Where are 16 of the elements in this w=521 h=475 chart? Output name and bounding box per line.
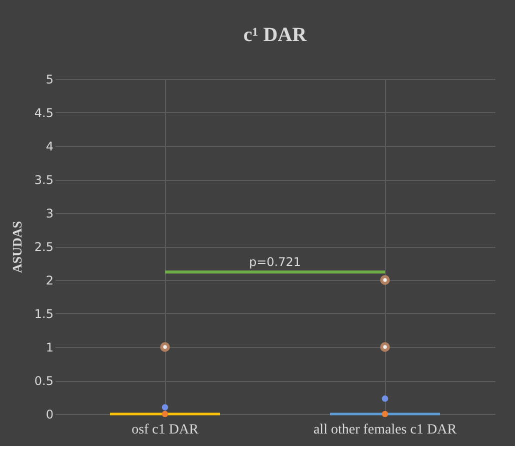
y-tick-label: 4 [46, 140, 54, 154]
y-tick-label: 3 [46, 206, 54, 220]
y-tick-label: 3.5 [34, 173, 54, 187]
y-tick-label: 0.5 [34, 374, 54, 388]
chart-title: c¹ DAR [243, 24, 308, 46]
y-tick-label: 2.5 [34, 240, 54, 254]
y-tick-label: 5 [46, 72, 54, 86]
x-tick-label: all other females c1 DAR [313, 422, 458, 438]
y-tick-label: 1 [46, 340, 54, 354]
y-axis-title: ASUDAS [9, 220, 24, 274]
y-tick-label: 2 [46, 274, 54, 288]
y-tick-label: 4.5 [34, 106, 54, 120]
x-tick-label: osf c1 DAR [132, 422, 200, 438]
y-tick-label: 1.5 [34, 307, 54, 321]
annotation: p=0.721 [248, 255, 302, 269]
y-tick-label: 0 [46, 408, 54, 422]
